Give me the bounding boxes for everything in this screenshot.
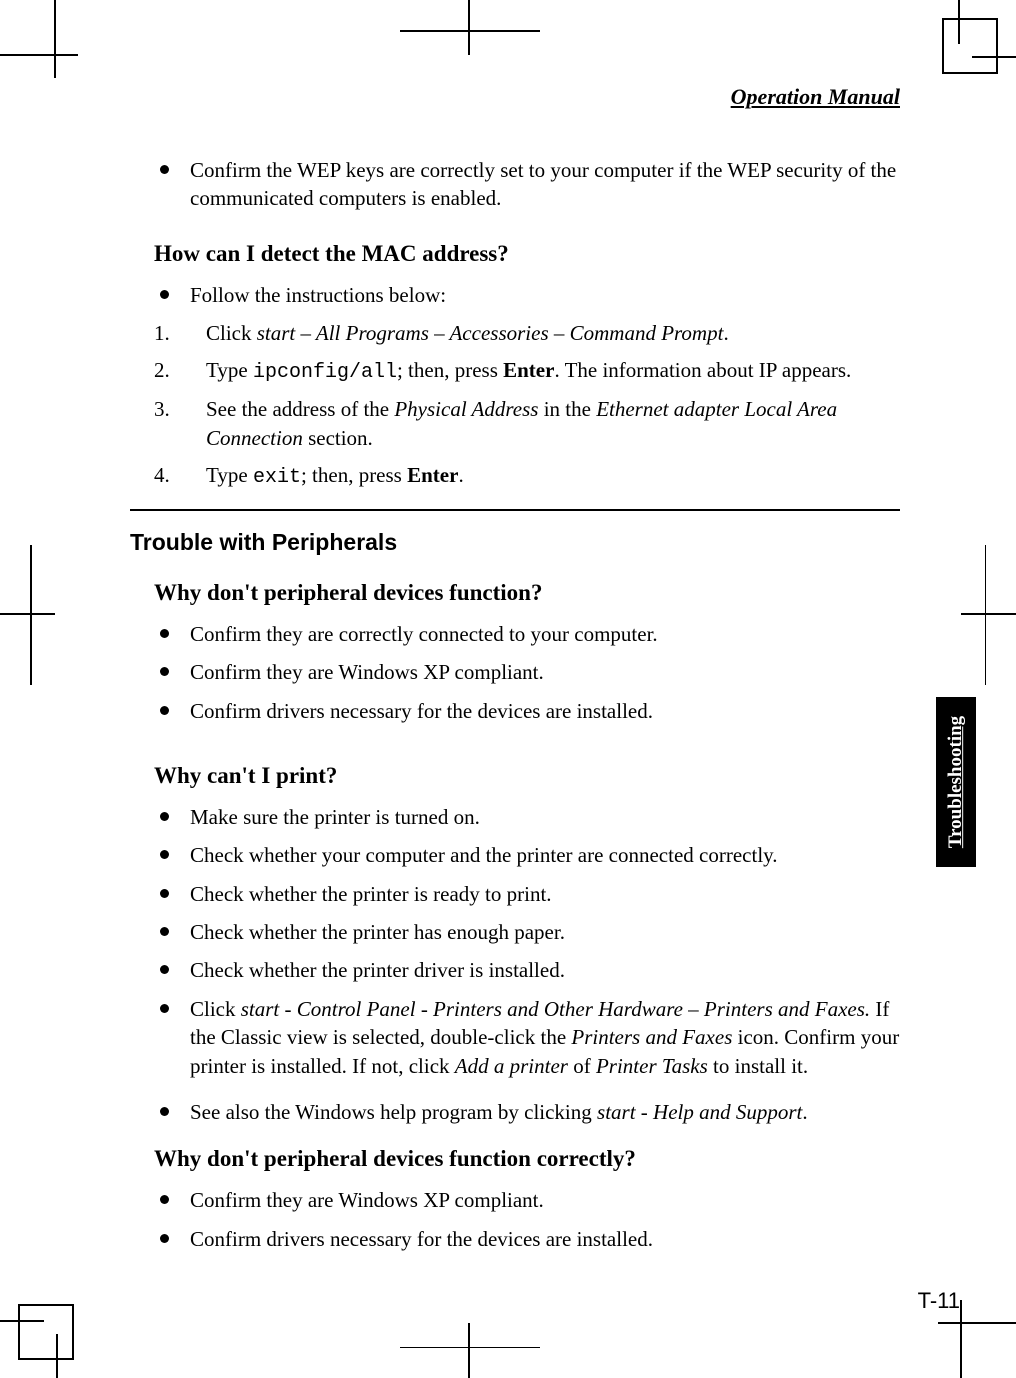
step-text: section. [303, 426, 373, 450]
step-text: . [458, 463, 463, 487]
step-item: 3. See the address of the Physical Addres… [154, 395, 900, 452]
step-number: 1. [154, 319, 170, 347]
step-text: . The information about IP appears. [554, 358, 851, 382]
step-item: 4. Type exit; then, press Enter. [154, 461, 900, 491]
mac-intro-list: Follow the instructions below: [154, 281, 900, 309]
step-text: See the address of the [206, 397, 394, 421]
step-text-bold: Enter [503, 358, 554, 382]
list-item: Confirm they are Windows XP compliant. [154, 1186, 900, 1214]
crop-mark [400, 30, 540, 32]
question-heading: Why can't I print? [154, 763, 900, 789]
list-item: Confirm they are Windows XP compliant. [154, 658, 900, 686]
t-italic: Add a printer [455, 1054, 568, 1078]
step-text: ; then, press [301, 463, 407, 487]
crop-mark [30, 545, 32, 685]
question-heading: Why don't peripheral devices function? [154, 580, 900, 606]
crop-mark [958, 0, 960, 44]
crop-mark [56, 1334, 58, 1378]
step-text: ; then, press [397, 358, 503, 382]
step-text: Click [206, 321, 257, 345]
crop-mark [468, 0, 470, 55]
crop-mark [54, 0, 56, 78]
t-italic: Printers and Faxes [571, 1025, 732, 1049]
t: - [279, 997, 297, 1021]
step-text-italic: Physical Address [394, 397, 538, 421]
crop-mark [400, 1347, 540, 1349]
crop-mark [972, 56, 1016, 58]
list-item: Check whether the printer is ready to pr… [154, 880, 900, 908]
step-text-mono: exit [253, 466, 301, 489]
step-item: 1. Click start – All Programs – Accessori… [154, 319, 900, 347]
step-text: . [723, 321, 728, 345]
crop-mark [938, 1322, 1016, 1324]
step-number: 4. [154, 461, 170, 489]
t: Click [190, 997, 241, 1021]
chapter-tab: Troubleshooting [936, 697, 976, 867]
step-text: in the [538, 397, 596, 421]
list-item: Check whether your computer and the prin… [154, 841, 900, 869]
step-text: Type [206, 463, 253, 487]
list-item: Follow the instructions below: [154, 281, 900, 309]
list-item: Confirm they are correctly connected to … [154, 620, 900, 648]
crop-mark [942, 18, 998, 74]
t-italic: start - Help and Support [597, 1100, 802, 1124]
body-content: Confirm the WEP keys are correctly set t… [130, 156, 900, 1253]
crop-mark [0, 613, 55, 615]
section-divider [130, 509, 900, 511]
list-item: Confirm the WEP keys are correctly set t… [154, 156, 900, 213]
list-item: See also the Windows help program by cli… [154, 1098, 900, 1126]
mac-steps: 1. Click start – All Programs – Accessori… [154, 319, 900, 491]
page-number: T-11 [918, 1288, 960, 1314]
t: to install it. [708, 1054, 808, 1078]
list-item: Click start - Control Panel - Printers a… [154, 995, 900, 1080]
page-content: Operation Manual Confirm the WEP keys ar… [130, 84, 900, 1263]
question-heading: How can I detect the MAC address? [154, 241, 900, 267]
answer-list: Make sure the printer is turned on. Chec… [154, 803, 900, 1126]
t-italic: Control Panel - Printers and Other Hardw… [297, 997, 870, 1021]
crop-mark [0, 54, 78, 56]
list-item: Check whether the printer has enough pap… [154, 918, 900, 946]
crop-mark [960, 1300, 962, 1378]
crop-mark [468, 1323, 470, 1378]
t: of [568, 1054, 596, 1078]
answer-list: Confirm they are Windows XP compliant. C… [154, 1186, 900, 1253]
crop-mark [985, 545, 987, 685]
t: See also the Windows help program by cli… [190, 1100, 597, 1124]
list-item: Make sure the printer is turned on. [154, 803, 900, 831]
step-text-mono: ipconfig/all [253, 361, 397, 384]
step-text: Type [206, 358, 253, 382]
list-item: Confirm drivers necessary for the device… [154, 1225, 900, 1253]
t-italic: Printer Tasks [596, 1054, 708, 1078]
crop-mark [18, 1304, 74, 1360]
chapter-tab-label: Troubleshooting [945, 716, 967, 848]
t-italic: start [241, 997, 280, 1021]
list-item: Check whether the printer driver is inst… [154, 956, 900, 984]
step-item: 2. Type ipconfig/all; then, press Enter. … [154, 356, 900, 386]
step-text-italic: start – All Programs – Accessories – Com… [257, 321, 724, 345]
intro-list: Confirm the WEP keys are correctly set t… [154, 156, 900, 213]
step-number: 3. [154, 395, 170, 423]
step-text-bold: Enter [407, 463, 458, 487]
question-heading: Why don't peripheral devices function co… [154, 1146, 900, 1172]
t: . [802, 1100, 807, 1124]
step-number: 2. [154, 356, 170, 384]
running-header: Operation Manual [130, 84, 900, 110]
list-item: Confirm drivers necessary for the device… [154, 697, 900, 725]
crop-mark [0, 1320, 44, 1322]
answer-list: Confirm they are correctly connected to … [154, 620, 900, 725]
crop-mark [961, 613, 1016, 615]
section-heading: Trouble with Peripherals [130, 529, 900, 556]
